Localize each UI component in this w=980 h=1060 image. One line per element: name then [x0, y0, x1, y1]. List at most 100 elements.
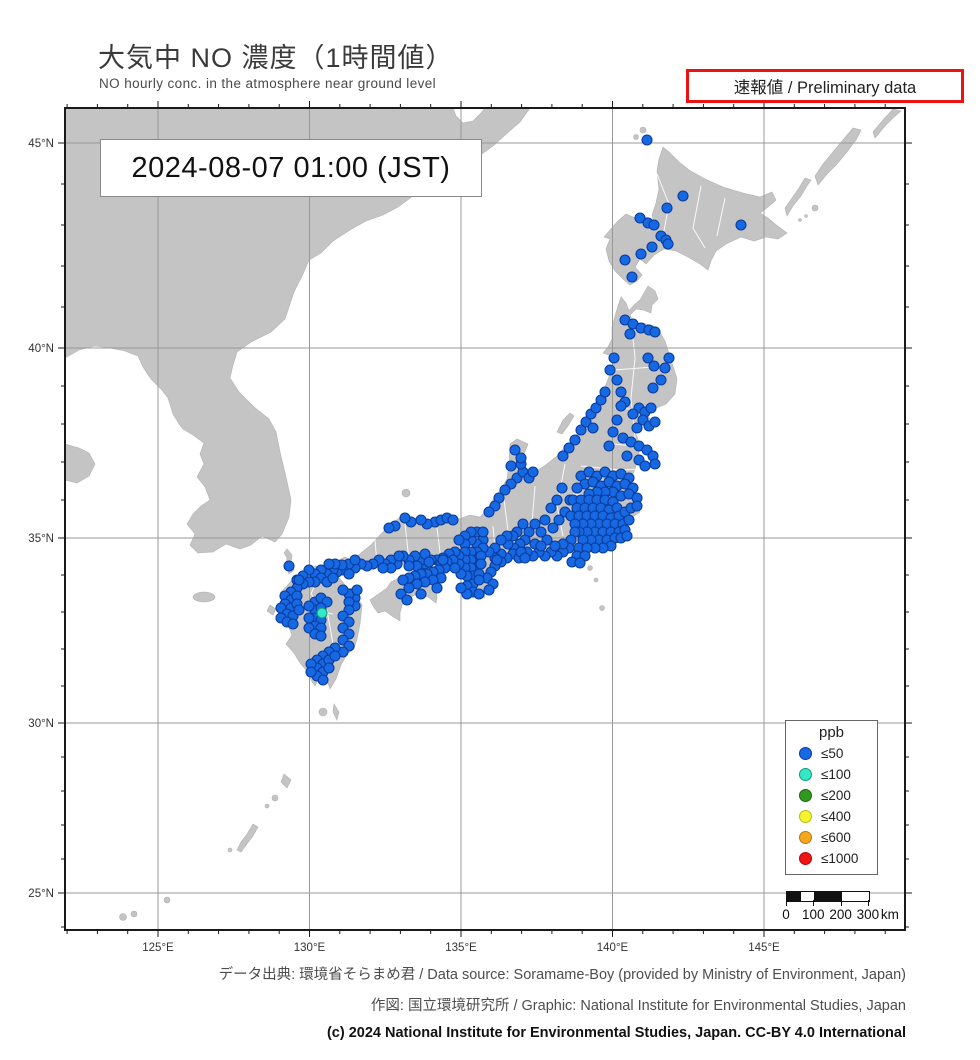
- scale-bar-tick: [840, 900, 842, 906]
- scale-bar-tick: [813, 900, 815, 906]
- station-dot-le50: [574, 557, 586, 569]
- lon-label: 130°E: [294, 942, 326, 954]
- izu-island2-shape: [587, 565, 593, 571]
- station-dot-le50: [317, 674, 329, 686]
- station-dot-le50: [315, 630, 327, 642]
- legend-row: ≤100: [786, 764, 877, 785]
- legend-color-dot: [799, 768, 812, 781]
- station-dot-le50: [397, 574, 409, 586]
- station-dot-le50: [329, 650, 341, 662]
- station-dot-le50: [293, 604, 305, 616]
- station-dot-le50: [437, 554, 449, 566]
- station-dot-le50: [599, 386, 611, 398]
- scale-bar-unit: km: [880, 907, 899, 922]
- station-dot-le50: [563, 442, 575, 454]
- scale-bar-segment: [841, 892, 869, 901]
- station-dot-le50: [623, 514, 635, 526]
- lat-label: 45°N: [28, 138, 54, 150]
- station-dot-le50: [491, 554, 503, 566]
- tanegashima-shape: [332, 703, 340, 721]
- station-dot-le50: [303, 600, 315, 612]
- rishiri-island-shape: [639, 126, 647, 134]
- miyako-island-shape: [163, 896, 171, 904]
- okinawa-island-shape: [236, 823, 259, 853]
- station-dot-le50: [604, 364, 616, 376]
- station-dot-le50: [648, 360, 660, 372]
- izu-island3-shape: [593, 577, 599, 583]
- legend-row: ≤600: [786, 827, 877, 848]
- legend-bin-label: ≤50: [821, 746, 844, 761]
- station-dot-le50: [399, 512, 411, 524]
- lon-label: 125°E: [142, 942, 174, 954]
- station-dot-le50: [631, 500, 643, 512]
- station-dot-le50: [517, 518, 529, 530]
- station-dot-le50: [646, 241, 658, 253]
- station-dot-le50: [477, 526, 489, 538]
- station-dot-le50: [647, 382, 659, 394]
- legend-color-dot: [799, 831, 812, 844]
- graphic-credit: 作図: 国立環境研究所 / Graphic: National Institut…: [370, 998, 906, 1014]
- station-dot-le50: [323, 558, 335, 570]
- station-dot-le50: [549, 540, 561, 552]
- station-dot-le50: [423, 556, 435, 568]
- station-dot-le50: [639, 460, 651, 472]
- lon-label: 140°E: [597, 942, 629, 954]
- habomai-islet-shape: [798, 218, 802, 222]
- station-dot-le50: [337, 584, 349, 596]
- lon-label: 135°E: [445, 942, 477, 954]
- station-dot-le50: [575, 424, 587, 436]
- legend-title: ppb: [818, 724, 845, 741]
- station-dot-le50: [611, 374, 623, 386]
- station-dot-le50: [431, 582, 443, 594]
- station-dot-le50: [415, 588, 427, 600]
- station-dot-le50: [655, 374, 667, 386]
- station-dot-le50: [505, 460, 517, 472]
- timestamp-label: 2024-08-07 01:00 (JST): [131, 151, 451, 184]
- station-dot-le50: [624, 328, 636, 340]
- station-dot-le50: [483, 584, 495, 596]
- station-dot-le50: [547, 522, 559, 534]
- station-dot-le50: [351, 584, 363, 596]
- legend-color-dot: [799, 747, 812, 760]
- okinoerabu-shape: [264, 803, 270, 809]
- amami-oshima-shape: [280, 773, 292, 789]
- scale-bar-tick-label: 0: [782, 907, 790, 922]
- kume-island-shape: [227, 847, 233, 853]
- station-dot-le50: [449, 562, 461, 574]
- lat-label: 40°N: [28, 343, 54, 355]
- station-dot-le50: [293, 574, 305, 586]
- scale-bar-segment: [814, 892, 842, 901]
- rebun-island-shape: [633, 134, 639, 140]
- station-dot-le50: [535, 526, 547, 538]
- station-dot-le50: [553, 514, 565, 526]
- station-dot-le50: [283, 560, 295, 572]
- station-dot-le50: [649, 326, 661, 338]
- scale-bar: 0 100 200 300 km: [782, 888, 913, 930]
- station-dot-le50: [483, 506, 495, 518]
- station-dot-le50: [615, 400, 627, 412]
- station-dot-le50: [473, 588, 485, 600]
- preliminary-data-label: 速報値 / Preliminary data: [733, 79, 917, 97]
- oki-island-shape: [401, 488, 411, 498]
- scale-bar-segments: [786, 891, 870, 902]
- habomai-islet2-shape: [804, 214, 808, 218]
- station-dot-le50: [580, 416, 592, 428]
- station-dot-le50: [615, 386, 627, 398]
- station-dot-le50: [648, 219, 660, 231]
- scale-bar-tick: [786, 900, 787, 906]
- station-dot-le50: [590, 402, 602, 414]
- japan-no-concentration-map: 45°N 40°N 35°N 30°N 25°N 125°E 130°E 135°E 140°E…: [28, 101, 912, 954]
- shandong-peninsula-shape: [64, 443, 96, 484]
- legend-color-dot: [799, 810, 812, 823]
- graticule-gridlines: [65, 108, 905, 930]
- iturup-island-shape: [814, 127, 862, 186]
- station-dots: [275, 134, 747, 686]
- station-dot-le50: [641, 134, 653, 146]
- lat-label: 30°N: [28, 718, 54, 730]
- station-dot-le50: [447, 514, 459, 526]
- station-dot-le50: [473, 574, 485, 586]
- station-dot-le50: [535, 540, 547, 552]
- station-dot-le50: [621, 530, 633, 542]
- shikotan-island-shape: [811, 204, 819, 212]
